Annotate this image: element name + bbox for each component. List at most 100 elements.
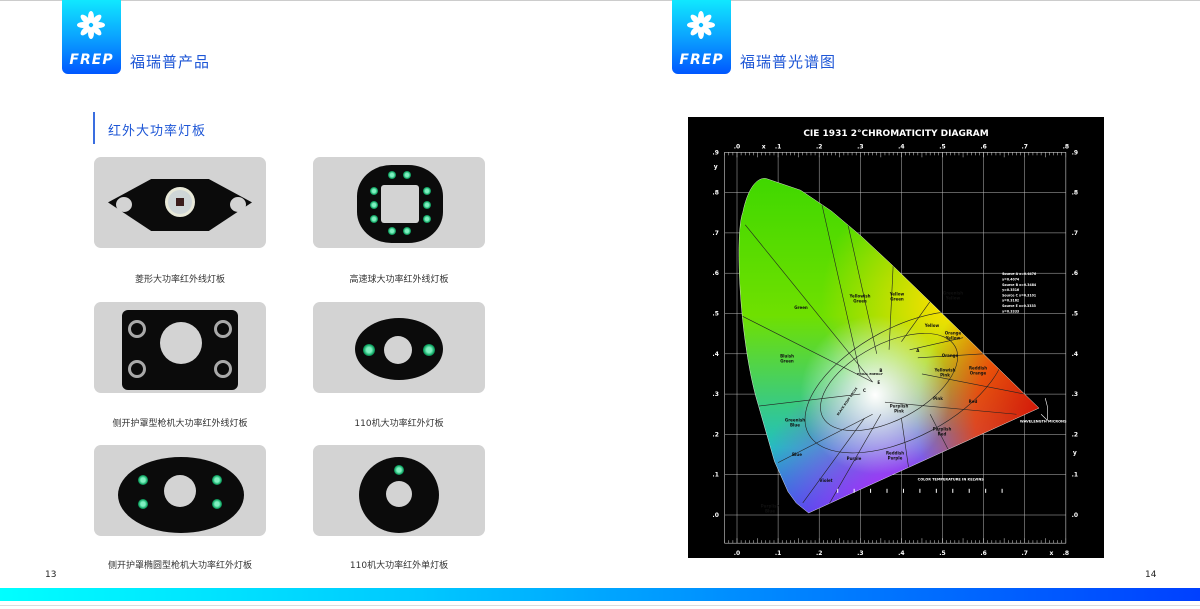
region-label: Green	[794, 305, 808, 310]
region-label: Orange	[945, 331, 962, 336]
product-caption: 高速球大功率红外线灯板	[349, 275, 449, 285]
source-coordinate: Source C x=0.3101	[1002, 293, 1036, 297]
product-caption: 110机大功率红外灯板	[354, 419, 444, 429]
region-label: Red	[969, 399, 978, 404]
x-tick-label-top: .1	[775, 143, 781, 150]
region-label: Orange	[942, 353, 959, 358]
region-label: Red	[938, 432, 947, 437]
region-label: Purple	[847, 456, 862, 461]
region-boundary	[901, 418, 910, 475]
y-tick-label-left: .1	[712, 472, 718, 479]
product-image-110-board	[313, 302, 485, 393]
y-tick-label-left: .0	[712, 512, 718, 519]
y-tick-label-left: .5	[712, 311, 718, 318]
x-axis-label-top: x	[762, 143, 766, 150]
x-tick-label-top: .2	[816, 143, 822, 150]
x-tick-label-bottom: .4	[898, 550, 904, 557]
y-tick-label-right: .7	[1072, 230, 1078, 237]
product-caption: 侧开护罩椭圆型枪机大功率红外灯板	[107, 561, 252, 571]
page-title: 福瑞普光谱图	[740, 53, 837, 71]
product-caption: 侧开护罩型枪机大功率红外线灯板	[112, 419, 248, 429]
region-boundary	[847, 224, 878, 354]
region-boundary	[921, 373, 1025, 395]
section-accent-bar	[93, 112, 95, 144]
x-tick-label-top: .3	[857, 143, 863, 150]
x-tick-label-bottom: .7	[1021, 550, 1027, 557]
illuminant-label: C	[863, 388, 866, 393]
x-tick-label-top: .5	[939, 143, 945, 150]
region-boundary	[738, 313, 873, 383]
logo-text: FREP	[679, 52, 724, 68]
x-tick-label-bottom: .3	[857, 550, 863, 557]
illuminant-label: A	[916, 348, 920, 353]
y-tick-label-right: .9	[1072, 149, 1078, 156]
wavelength-label: WAVELENGTH MICRONS	[1020, 419, 1067, 423]
y-tick-label-right: .3	[1072, 391, 1078, 398]
region-label: Yellow	[924, 323, 940, 328]
region-boundary	[888, 265, 894, 350]
y-tick-label-right: .4	[1072, 351, 1078, 358]
flower-icon	[687, 11, 715, 39]
color-temperature-label: COLOR TEMPERATURE IN KELVINS	[918, 478, 985, 482]
frep-logo: FREP	[62, 0, 121, 74]
x-tick-label-top: .0	[734, 143, 740, 150]
y-tick-label-right: .0	[1072, 512, 1078, 519]
region-label: Reddish	[886, 451, 904, 456]
illuminant-label: E	[877, 380, 880, 385]
footer-gradient-bar	[0, 588, 1200, 601]
x-tick-label-top: .4	[898, 143, 904, 150]
region-label: Yellow	[945, 336, 961, 341]
x-tick-label-bottom: .2	[816, 550, 822, 557]
product-image-side-open-board	[94, 302, 266, 393]
region-boundary	[802, 418, 865, 504]
region-label: Yellowish	[848, 294, 870, 299]
region-label: Greenish	[943, 291, 963, 296]
top-rule	[0, 0, 1200, 1]
region-boundary	[777, 413, 873, 463]
region-label: Green	[890, 297, 904, 302]
region-label: Purple	[888, 456, 903, 461]
source-coordinate: y=0.3162	[1002, 299, 1019, 303]
region-label: Pink	[933, 396, 943, 401]
region-label: Purplish	[890, 404, 909, 409]
region-boundary	[827, 414, 882, 508]
logo-text: FREP	[69, 52, 114, 68]
product-image-speed-dome-board	[313, 157, 485, 248]
product-caption: 菱形大功率红外线灯板	[134, 275, 225, 285]
section-title: 红外大功率灯板	[108, 124, 207, 139]
y-tick-label-left: .3	[712, 391, 718, 398]
region-boundary	[884, 401, 1017, 415]
page-number-left: 13	[45, 570, 57, 580]
page-title: 福瑞普产品	[130, 53, 211, 71]
region-label: Bluish	[780, 354, 794, 359]
region-label: Pink	[894, 409, 904, 414]
source-coordinate: Source E x=0.3333	[1002, 304, 1036, 308]
region-boundary	[757, 393, 861, 407]
y-tick-label-left: .8	[712, 190, 718, 197]
y-axis-label-right: y	[1073, 450, 1077, 457]
product-image-diamond-board	[94, 157, 266, 248]
source-coordinate: y=0.4074	[1002, 278, 1020, 282]
frep-logo: FREP	[672, 0, 731, 74]
region-label: Green	[780, 359, 794, 364]
region-label: Violet	[819, 478, 832, 483]
y-axis-label-left: y	[714, 163, 718, 170]
region-label: Purplish	[933, 427, 952, 432]
y-tick-label-left: .4	[712, 351, 718, 358]
x-tick-label-bottom: .8	[1063, 550, 1069, 557]
y-tick-label-right: .2	[1072, 431, 1078, 438]
y-tick-label-right: .6	[1072, 270, 1078, 277]
y-tick-label-left: .2	[712, 431, 718, 438]
product-image-110-single-board	[313, 445, 485, 536]
y-tick-label-right: .5	[1072, 311, 1078, 318]
x-tick-label-bottom: .0	[734, 550, 740, 557]
region-boundary	[909, 337, 964, 351]
footer-rule	[0, 605, 1200, 606]
source-coordinate: y=0.3516	[1002, 288, 1020, 292]
region-label: Blue	[765, 509, 775, 514]
x-tick-label-top: .8	[1063, 143, 1069, 150]
region-label: Yellow	[889, 292, 905, 297]
region-label: Pink	[940, 373, 950, 378]
y-tick-label-left: .9	[712, 149, 718, 156]
x-axis-label-bottom: x	[1049, 550, 1053, 557]
